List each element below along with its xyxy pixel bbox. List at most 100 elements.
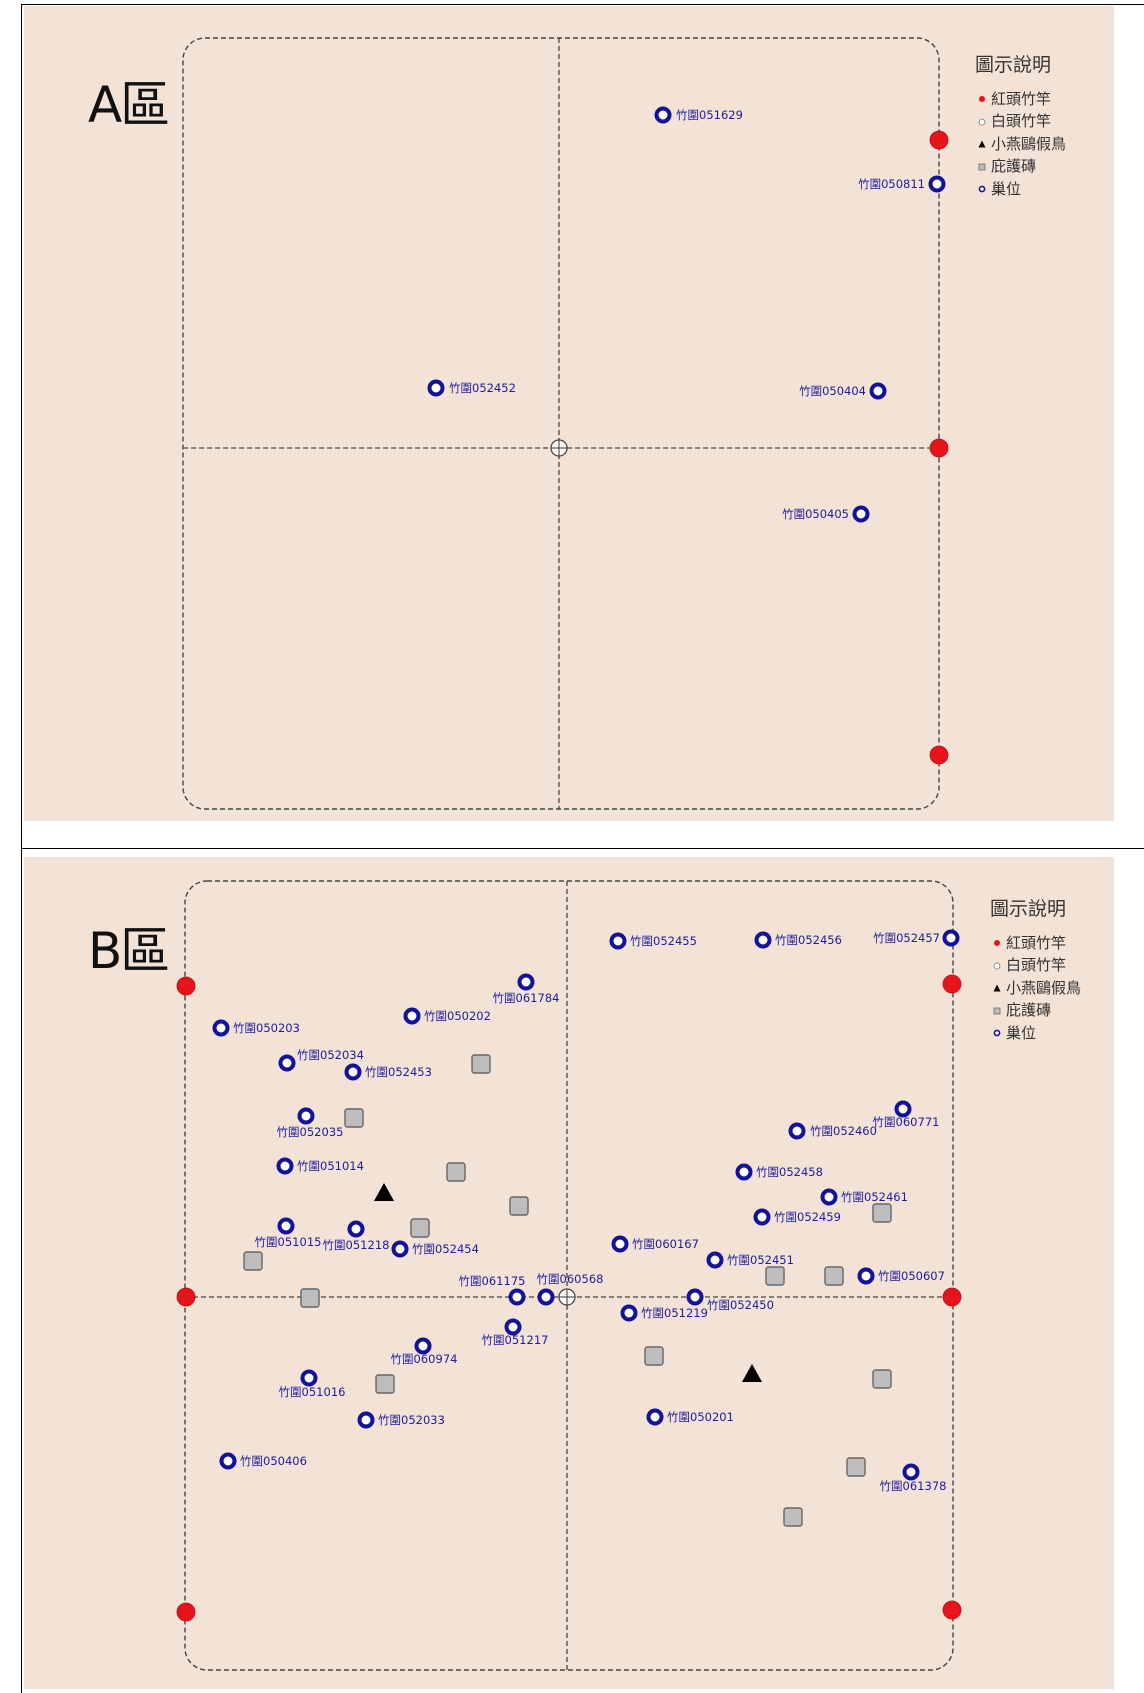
- nest-marker: 竹圍061378: [880, 1463, 947, 1493]
- nest-icon: [219, 1452, 237, 1470]
- nest-icon: [686, 1288, 704, 1306]
- nest-marker: 竹圍052459: [753, 1208, 841, 1226]
- nest-icon: [869, 382, 887, 400]
- nest-label: 竹圍052458: [756, 1165, 823, 1179]
- nest-label: 竹圍060568: [537, 1272, 604, 1286]
- shelter-brick-icon: [872, 1203, 892, 1223]
- nest-icon: [277, 1217, 295, 1235]
- nest-icon: [857, 1267, 875, 1285]
- shelter-brick-icon: [410, 1218, 430, 1238]
- nest-marker: 竹圍051629: [654, 106, 743, 124]
- nest-label: 竹圍060771: [873, 1115, 940, 1129]
- nest-icon: [414, 1337, 432, 1355]
- zone-b-legend: 圖示說明 紅頭竹竿 白頭竹竿 小燕鷗假鳥 庇護磚 巢位: [990, 894, 1081, 1044]
- shelter-brick-icon: [300, 1288, 320, 1308]
- nest-label: 竹圍051015: [255, 1235, 322, 1249]
- nest-label: 竹圍050406: [240, 1454, 307, 1468]
- nest-marker: 竹圍061175: [459, 1274, 526, 1306]
- zone-b-boundary: [184, 880, 954, 1671]
- legend-item-shelter-brick: 庇護磚: [990, 999, 1081, 1022]
- zone-a-plot: 竹圍051629 竹圍050811 竹圍052452 竹圍050404 竹圍050405: [182, 37, 949, 810]
- nest-label: 竹圍060974: [391, 1352, 458, 1366]
- legend-item-nest: 巢位: [975, 177, 1066, 200]
- nest-label: 竹圍061378: [880, 1479, 947, 1493]
- zone-a-label: A區: [88, 76, 170, 134]
- nest-marker: 竹圍050607: [857, 1267, 945, 1285]
- legend-item-shelter-brick: 庇護磚: [975, 155, 1066, 178]
- nest-marker: 竹圍060167: [611, 1235, 699, 1253]
- legend-label: 白頭竹竿: [1006, 956, 1067, 975]
- nest-label: 竹圍061175: [459, 1274, 526, 1288]
- red-pole-icon: [990, 933, 1004, 951]
- legend-title: 圖示說明: [990, 898, 1067, 920]
- zone-b-center-marker-icon: [558, 1288, 576, 1306]
- legend-label: 庇護磚: [1006, 1001, 1052, 1020]
- nest-marker: 竹圍052451: [706, 1251, 794, 1269]
- nest-icon: [537, 1288, 555, 1306]
- nest-icon: [620, 1304, 638, 1322]
- nest-marker: 竹圍052034: [278, 1048, 364, 1072]
- nest-label: 竹圍051219: [641, 1306, 708, 1320]
- nest-label: 竹圍051014: [297, 1159, 364, 1173]
- nest-icon: [735, 1163, 753, 1181]
- nest-label: 竹圍051629: [676, 108, 743, 122]
- legend-label: 小燕鷗假鳥: [1006, 978, 1082, 997]
- white-pole-icon: [990, 956, 1004, 974]
- nest-icon: [611, 1235, 629, 1253]
- nest-marker: 竹圍050811: [858, 175, 946, 193]
- nest-icon: [276, 1157, 294, 1175]
- nest-label: 竹圍050201: [667, 1410, 734, 1424]
- nest-icon: [820, 1188, 838, 1206]
- red-pole-icon: [929, 130, 949, 150]
- shelter-brick-icon: [872, 1369, 892, 1389]
- legend-item-white-pole: 白頭竹竿: [990, 954, 1081, 977]
- nest-label: 竹圍052453: [365, 1065, 432, 1079]
- nest-icon: [517, 973, 535, 991]
- nest-marker: 竹圍050203: [212, 1019, 300, 1037]
- decoy-bird-triangle-icon: [975, 134, 989, 152]
- legend-item-white-pole: 白頭竹竿: [975, 110, 1066, 133]
- zone-b-panel: B區 竹圍052455 竹圍052456 竹圍052457 竹圍061784 竹圍050…: [0, 848, 1144, 1693]
- shelter-brick-icon: [446, 1162, 466, 1182]
- nest-icon: [852, 505, 870, 523]
- nest-icon: [344, 1063, 362, 1081]
- legend-label: 庇護磚: [991, 157, 1037, 176]
- nest-marker: 竹圍060974: [391, 1337, 458, 1366]
- legend-item-nest: 巢位: [990, 1021, 1081, 1044]
- nest-label: 竹圍052457: [873, 931, 940, 945]
- nest-label: 竹圍052450: [707, 1298, 774, 1312]
- nest-marker: 竹圍052456: [754, 931, 842, 949]
- nest-icon: [975, 179, 989, 197]
- zone-b-plot: 竹圍052455 竹圍052456 竹圍052457 竹圍061784竹圍050202…: [176, 880, 962, 1671]
- nest-marker: 竹圍052458: [735, 1163, 823, 1181]
- nest-marker: 竹圍050404: [799, 382, 887, 400]
- nest-icon: [646, 1408, 664, 1426]
- red-pole-icon: [176, 1602, 196, 1622]
- nest-marker: 竹圍051218: [323, 1220, 389, 1252]
- zone-a-boundary: [182, 37, 940, 810]
- nest-marker: 竹圍051219: [620, 1304, 708, 1322]
- legend-label: 巢位: [1006, 1023, 1037, 1042]
- nest-marker: 竹圍052033: [357, 1411, 445, 1429]
- nest-marker: 竹圍052461: [820, 1188, 908, 1206]
- nest-label: 竹圍051016: [279, 1385, 346, 1399]
- nest-label: 竹圍051217: [482, 1333, 549, 1347]
- nest-icon: [357, 1411, 375, 1429]
- zone-a-legend: 圖示說明 紅頭竹竿 白頭竹竿 小燕鷗假鳥 庇護磚 巢位: [975, 50, 1066, 200]
- nest-marker: 竹圍061784: [493, 973, 559, 1005]
- nest-label: 竹圍050405: [782, 507, 849, 521]
- nest-marker: 竹圍050201: [646, 1408, 734, 1426]
- red-pole-icon: [929, 745, 949, 765]
- nest-label: 竹圍052034: [297, 1048, 364, 1062]
- nest-icon: [754, 931, 772, 949]
- red-pole-icon: [942, 1600, 962, 1620]
- shelter-brick-icon: [975, 157, 989, 175]
- shelter-brick-icon: [783, 1507, 803, 1527]
- red-pole-icon: [929, 438, 949, 458]
- nest-label: 竹圍052461: [841, 1190, 908, 1204]
- nest-marker: 竹圍060568: [537, 1272, 604, 1306]
- nest-label: 竹圍050811: [858, 177, 925, 191]
- shelter-brick-icon: [644, 1346, 664, 1366]
- nest-marker: 竹圍050405: [782, 505, 870, 523]
- nest-marker: 竹圍052452: [427, 379, 516, 397]
